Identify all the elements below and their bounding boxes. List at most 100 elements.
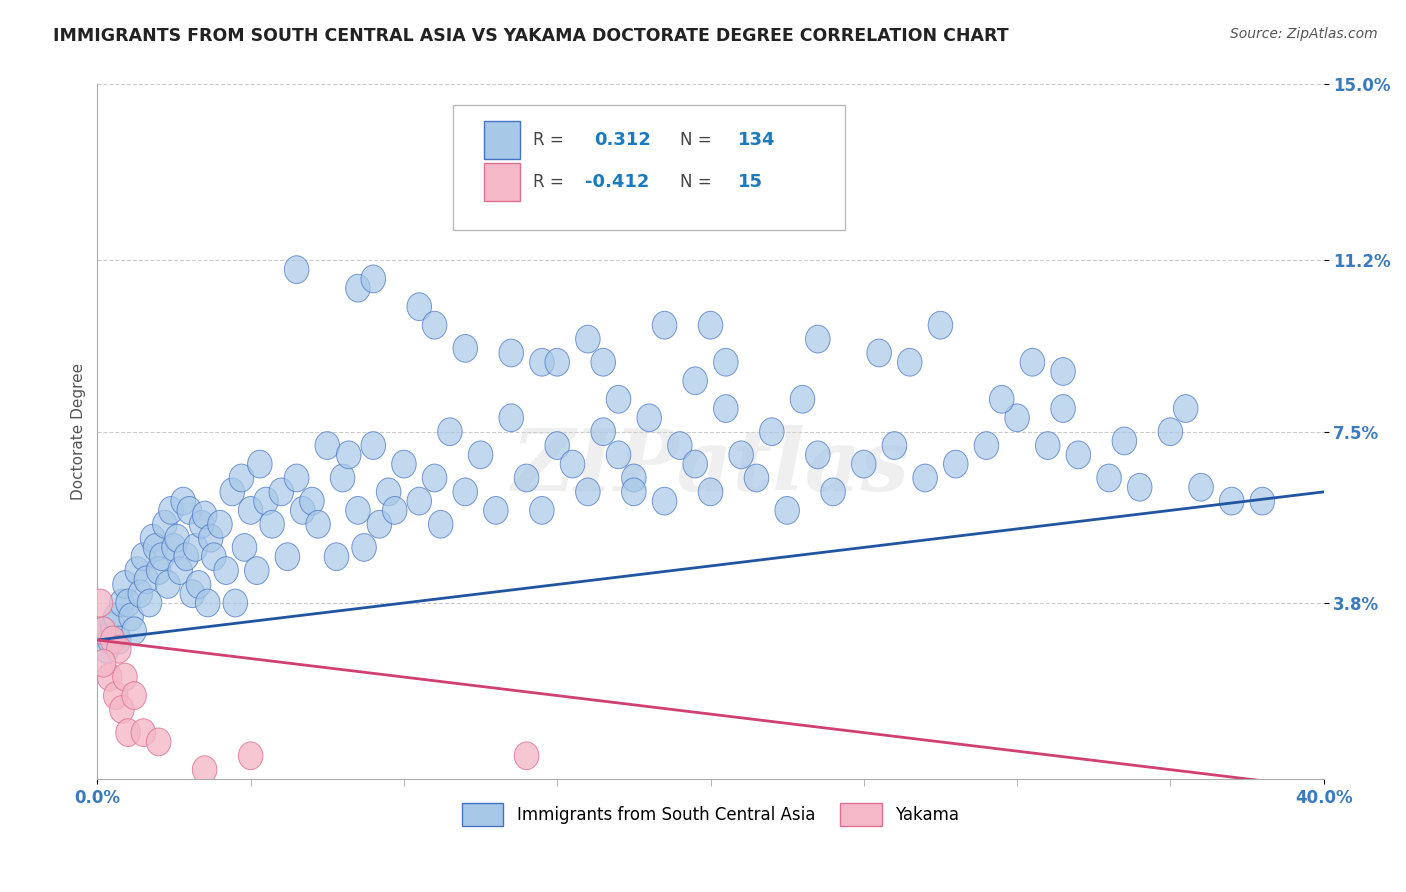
Ellipse shape xyxy=(621,478,647,506)
Text: 134: 134 xyxy=(738,131,775,149)
Ellipse shape xyxy=(377,478,401,506)
Ellipse shape xyxy=(112,571,138,599)
Ellipse shape xyxy=(100,626,125,654)
Ellipse shape xyxy=(621,464,647,491)
Ellipse shape xyxy=(1097,464,1122,491)
Ellipse shape xyxy=(232,533,257,561)
Ellipse shape xyxy=(515,464,538,491)
Ellipse shape xyxy=(1219,487,1244,515)
Ellipse shape xyxy=(361,432,385,459)
Ellipse shape xyxy=(868,339,891,367)
Ellipse shape xyxy=(91,649,115,677)
Ellipse shape xyxy=(89,589,112,617)
FancyBboxPatch shape xyxy=(453,105,845,230)
Ellipse shape xyxy=(728,441,754,468)
Ellipse shape xyxy=(115,719,141,747)
Text: N =: N = xyxy=(681,173,711,191)
Ellipse shape xyxy=(575,478,600,506)
Ellipse shape xyxy=(1021,349,1045,376)
Ellipse shape xyxy=(530,497,554,524)
Ellipse shape xyxy=(1050,394,1076,423)
Text: R =: R = xyxy=(533,131,564,149)
Ellipse shape xyxy=(180,580,205,607)
Ellipse shape xyxy=(122,681,146,709)
Ellipse shape xyxy=(141,524,165,552)
Ellipse shape xyxy=(546,432,569,459)
Ellipse shape xyxy=(291,497,315,524)
Ellipse shape xyxy=(269,478,294,506)
Ellipse shape xyxy=(138,589,162,617)
Ellipse shape xyxy=(1188,474,1213,501)
Ellipse shape xyxy=(928,311,953,339)
Ellipse shape xyxy=(107,626,131,654)
Text: 0.312: 0.312 xyxy=(593,131,651,149)
Ellipse shape xyxy=(652,311,676,339)
Ellipse shape xyxy=(143,533,167,561)
Ellipse shape xyxy=(149,543,174,571)
Ellipse shape xyxy=(392,450,416,478)
Ellipse shape xyxy=(253,487,278,515)
Ellipse shape xyxy=(193,501,217,529)
Ellipse shape xyxy=(560,450,585,478)
Ellipse shape xyxy=(546,349,569,376)
Ellipse shape xyxy=(245,557,269,584)
Ellipse shape xyxy=(499,339,523,367)
Ellipse shape xyxy=(146,728,172,756)
Ellipse shape xyxy=(198,524,224,552)
Ellipse shape xyxy=(107,635,131,663)
Text: N =: N = xyxy=(681,131,711,149)
Ellipse shape xyxy=(437,417,463,446)
Ellipse shape xyxy=(315,432,339,459)
Ellipse shape xyxy=(606,385,631,413)
Ellipse shape xyxy=(112,663,138,691)
Ellipse shape xyxy=(606,441,631,468)
Ellipse shape xyxy=(174,543,198,571)
Ellipse shape xyxy=(759,417,785,446)
Ellipse shape xyxy=(1066,441,1091,468)
Ellipse shape xyxy=(100,612,125,640)
Ellipse shape xyxy=(110,696,134,723)
Ellipse shape xyxy=(897,349,922,376)
Ellipse shape xyxy=(110,589,134,617)
Ellipse shape xyxy=(1159,417,1182,446)
Ellipse shape xyxy=(165,524,190,552)
Ellipse shape xyxy=(652,487,676,515)
Text: -0.412: -0.412 xyxy=(585,173,650,191)
Text: IMMIGRANTS FROM SOUTH CENTRAL ASIA VS YAKAMA DOCTORATE DEGREE CORRELATION CHART: IMMIGRANTS FROM SOUTH CENTRAL ASIA VS YA… xyxy=(53,27,1010,45)
Ellipse shape xyxy=(714,349,738,376)
Ellipse shape xyxy=(484,497,508,524)
Ellipse shape xyxy=(683,450,707,478)
Legend: Immigrants from South Central Asia, Yakama: Immigrants from South Central Asia, Yaka… xyxy=(456,797,966,833)
Ellipse shape xyxy=(299,487,325,515)
Ellipse shape xyxy=(453,334,478,362)
Ellipse shape xyxy=(208,510,232,538)
Ellipse shape xyxy=(97,663,122,691)
Text: ZIPatlas: ZIPatlas xyxy=(512,425,910,508)
Ellipse shape xyxy=(125,557,149,584)
Ellipse shape xyxy=(214,557,239,584)
Ellipse shape xyxy=(91,617,115,645)
Ellipse shape xyxy=(714,394,738,423)
Ellipse shape xyxy=(156,571,180,599)
Ellipse shape xyxy=(239,742,263,770)
Ellipse shape xyxy=(193,756,217,783)
Y-axis label: Doctorate Degree: Doctorate Degree xyxy=(72,363,86,500)
Ellipse shape xyxy=(806,326,830,353)
Ellipse shape xyxy=(201,543,226,571)
Ellipse shape xyxy=(943,450,967,478)
Ellipse shape xyxy=(1035,432,1060,459)
Ellipse shape xyxy=(499,404,523,432)
Text: Source: ZipAtlas.com: Source: ZipAtlas.com xyxy=(1230,27,1378,41)
Ellipse shape xyxy=(406,293,432,320)
Ellipse shape xyxy=(159,497,183,524)
Ellipse shape xyxy=(94,635,120,663)
Ellipse shape xyxy=(325,543,349,571)
Ellipse shape xyxy=(177,497,201,524)
Ellipse shape xyxy=(330,464,354,491)
Ellipse shape xyxy=(115,589,141,617)
Ellipse shape xyxy=(382,497,406,524)
Ellipse shape xyxy=(195,589,219,617)
Text: R =: R = xyxy=(533,173,564,191)
Ellipse shape xyxy=(515,742,538,770)
Ellipse shape xyxy=(104,603,128,631)
